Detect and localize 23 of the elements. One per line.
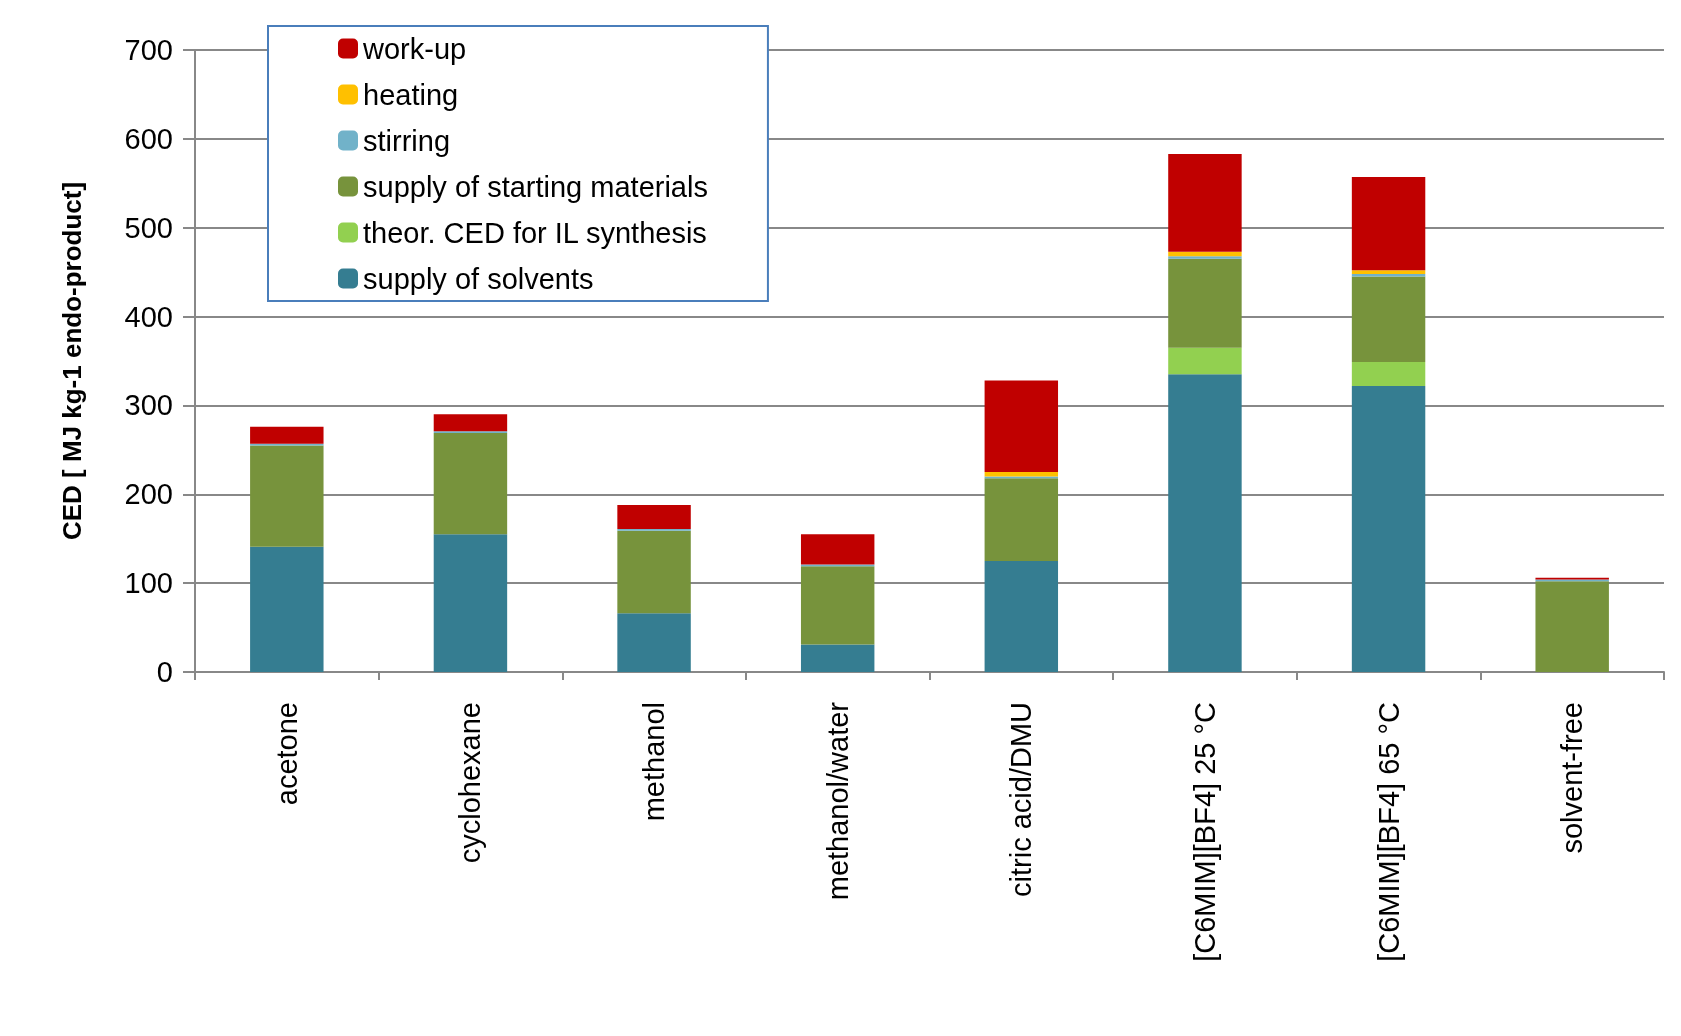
y-tick-label: 300 — [124, 389, 173, 422]
y-axis-title: CED [ MJ kg-1 endo-product] — [57, 181, 87, 541]
x-tick-label: [C6MIM][BF4] 25 °C — [1188, 702, 1221, 962]
x-tick-label: cyclohexane — [454, 702, 487, 864]
legend-label: heating — [363, 78, 459, 111]
x-tick-label: solvent-free — [1556, 702, 1589, 854]
legend-label: supply of solvents — [363, 262, 594, 295]
legend-label: stirring — [363, 124, 451, 157]
legend-label: theor. CED for IL synthesis — [363, 216, 707, 249]
y-tick-label: 400 — [124, 300, 173, 333]
y-tick-label: 100 — [124, 567, 173, 600]
x-tick-label: acetone — [270, 702, 303, 806]
x-tick-label: citric acid/DMU — [1005, 702, 1038, 897]
y-tick-label: 500 — [124, 211, 173, 244]
x-tick-label: [C6MIM][BF4] 65 °C — [1372, 702, 1405, 962]
legend-label: supply of starting materials — [363, 170, 708, 203]
y-tick-label: 600 — [124, 122, 173, 155]
legend-label: work-up — [362, 32, 467, 65]
y-tick-label: 0 — [156, 656, 173, 688]
x-tick-label: methanol/water — [821, 701, 854, 901]
x-tick-label: methanol — [638, 702, 671, 822]
y-tick-label: 700 — [124, 34, 173, 66]
y-tick-label: 200 — [124, 478, 173, 511]
